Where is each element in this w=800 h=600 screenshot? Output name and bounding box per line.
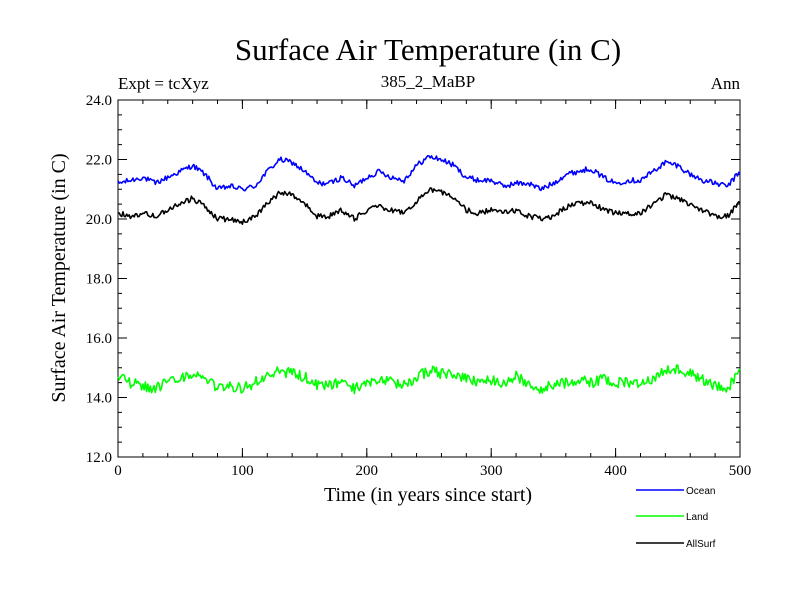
series-line-land bbox=[117, 364, 741, 395]
y-tick-label: 24.0 bbox=[86, 93, 112, 109]
legend-label-ocean: Ocean bbox=[686, 486, 715, 497]
x-tick-label: 400 bbox=[604, 463, 627, 479]
series-line-allsurf bbox=[117, 187, 741, 225]
x-tick-label: 500 bbox=[729, 463, 752, 479]
y-tick-label: 14.0 bbox=[86, 391, 112, 407]
chart-subtitle: 385_2_MaBP bbox=[381, 72, 475, 91]
series-line-ocean bbox=[117, 154, 741, 192]
chart-title: Surface Air Temperature (in C) bbox=[235, 32, 621, 67]
x-tick-label: 200 bbox=[356, 463, 379, 479]
plot-frame bbox=[117, 99, 741, 458]
legend-label-land: Land bbox=[686, 512, 708, 523]
x-tick-label: 0 bbox=[114, 463, 122, 479]
season-label: Ann bbox=[711, 74, 741, 93]
y-tick-label: 22.0 bbox=[86, 153, 112, 169]
y-tick-label: 16.0 bbox=[86, 331, 112, 347]
x-tick-label: 300 bbox=[480, 463, 503, 479]
legend: Ocean Land AllSurf bbox=[636, 486, 716, 550]
y-axis-label: Surface Air Temperature (in C) bbox=[48, 153, 70, 402]
x-axis-label: Time (in years since start) bbox=[324, 484, 532, 506]
legend-label-allsurf: AllSurf bbox=[686, 539, 716, 550]
y-tick-label: 20.0 bbox=[86, 212, 112, 228]
plot-area: 0 100 200 300 400 500 12.0 14.0 16.0 18.0 20.0 22.0… bbox=[86, 93, 752, 479]
y-tick-label: 18.0 bbox=[86, 272, 112, 288]
y-tick-label: 12.0 bbox=[86, 450, 112, 466]
experiment-label: Expt = tcXyz bbox=[118, 74, 209, 93]
x-tick-label: 100 bbox=[231, 463, 254, 479]
